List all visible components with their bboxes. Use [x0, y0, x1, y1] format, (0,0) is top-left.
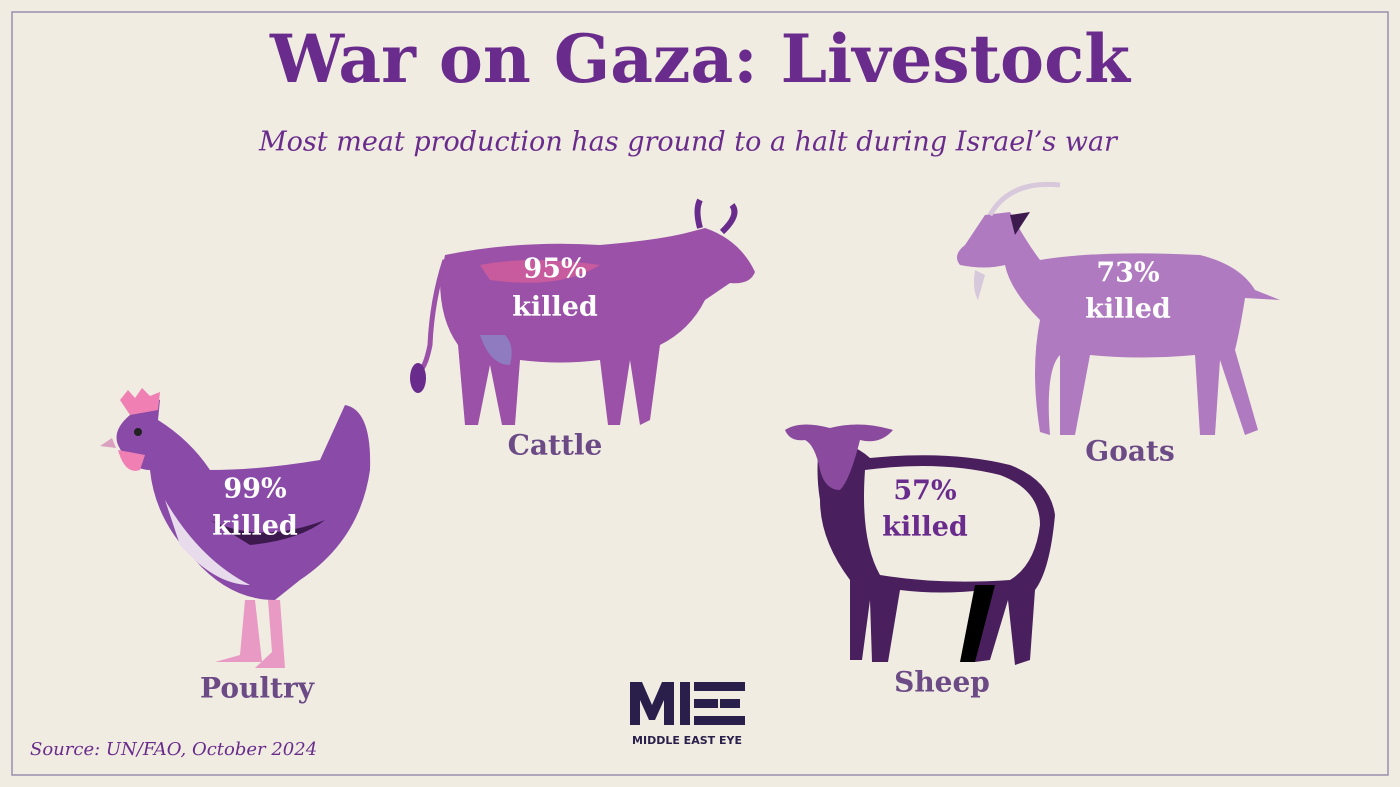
logo-text: MIDDLE EAST EYE	[632, 734, 742, 747]
sheep-stat: 57%	[893, 476, 956, 507]
cattle-illustration	[410, 198, 755, 425]
sheep-illustration	[785, 424, 1055, 665]
subtitle: Most meat production has ground to a hal…	[258, 127, 1119, 158]
sheep-word: killed	[882, 512, 968, 543]
poultry-stat: 99%	[223, 474, 286, 505]
goats-word: killed	[1085, 294, 1171, 325]
logo-mark	[630, 682, 745, 725]
goats-illustration	[956, 181, 1280, 435]
poultry-illustration	[100, 388, 371, 668]
sheep-name: Sheep	[894, 666, 990, 699]
goats-stat: 73%	[1096, 258, 1159, 289]
poultry-word: killed	[212, 511, 298, 542]
frame	[11, 11, 1389, 776]
cattle-name: Cattle	[508, 429, 603, 462]
cattle-stat: 95%	[523, 254, 586, 285]
title: War on Gaza: Livestock	[269, 20, 1131, 98]
source: Source: UN/FAO, October 2024	[30, 739, 317, 760]
poultry-name: Poultry	[200, 672, 315, 705]
goats-name: Goats	[1085, 435, 1174, 468]
cattle-word: killed	[512, 292, 598, 323]
